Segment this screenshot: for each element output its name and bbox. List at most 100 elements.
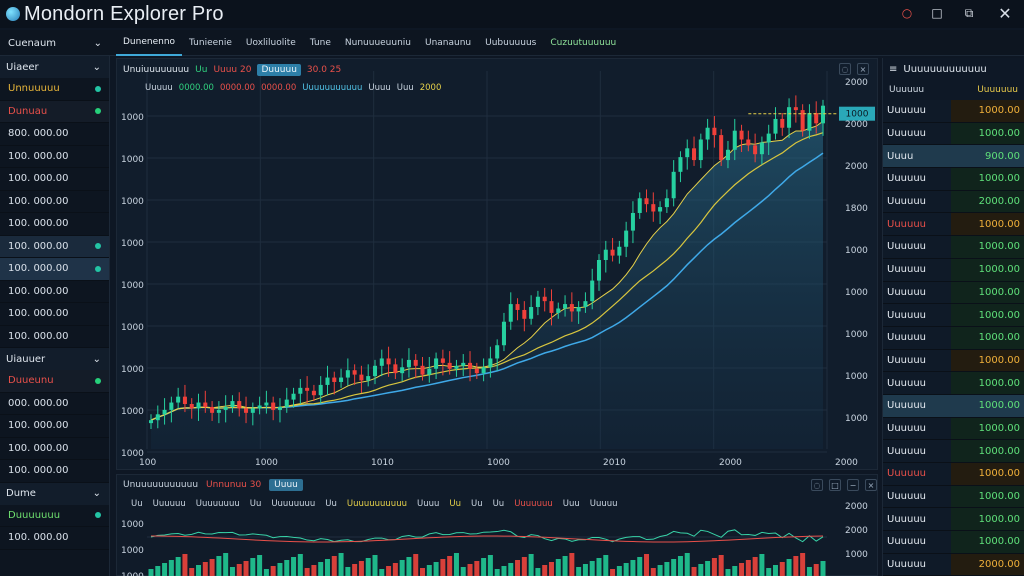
watchlist-row[interactable]: Uuuuuu 1000.00 <box>883 100 1024 123</box>
sidebar-item[interactable]: 100. 000.00 <box>0 168 109 191</box>
watchlist-price: 1000.00 <box>951 440 1024 462</box>
volume-bar <box>331 556 337 576</box>
indicator-value: Uuuuuuuuuuu <box>302 83 363 93</box>
sidebar-section[interactable]: Dume ⌄ <box>0 482 109 505</box>
panel-minimize-icon[interactable]: − <box>847 479 859 491</box>
sidebar-item[interactable]: 000. 000.00 <box>0 393 109 415</box>
tab-1[interactable]: Tunieenie <box>189 38 232 48</box>
indicator-badge[interactable]: Uuuu <box>269 479 303 491</box>
sidebar-item[interactable]: Unnuuuuu <box>0 78 109 101</box>
chevron-down-icon: ⌄ <box>92 488 101 499</box>
chevron-down-icon: ⌄ <box>92 61 101 73</box>
sidebar-section[interactable]: Uiauuer ⌄ <box>0 348 109 370</box>
watchlist-row[interactable]: Uuuuuu 1000.00 <box>883 440 1024 463</box>
watchlist-row[interactable]: Uuuuuu 1000.00 <box>883 394 1024 418</box>
panel-expand-icon[interactable]: □ <box>829 479 841 491</box>
sidebar-item[interactable]: 100. 000.00 <box>0 460 109 483</box>
sidebar-item[interactable]: Duueunu <box>0 370 109 393</box>
candle-body <box>766 133 771 143</box>
watchlist-row[interactable]: Uuuuuu 1000.00 <box>883 213 1024 237</box>
indicator-legend-item: Uuuuuuu <box>514 499 553 509</box>
tab-6[interactable]: Uubuuuuus <box>485 38 537 48</box>
watchlist-row[interactable]: Uuuuuu 1000.00 <box>883 236 1024 259</box>
watchlist-row[interactable]: Uuuuuu 1000.00 <box>883 122 1024 146</box>
watchlist-row[interactable]: Uuuuuu 1000.00 <box>883 531 1024 554</box>
candle-body <box>746 139 751 146</box>
candle-body <box>332 377 337 382</box>
candle-body <box>692 148 697 161</box>
tab-3[interactable]: Tune <box>309 38 331 48</box>
chart-close-icon[interactable]: × <box>857 63 869 75</box>
sidebar-item[interactable]: 100. 000.00 <box>0 303 109 326</box>
tab-7[interactable]: Cuzuutuuuuuu <box>550 38 617 48</box>
price-chart[interactable]: 1000100010001000100010001000100010001000… <box>117 59 879 471</box>
restore-button[interactable]: ⧉ <box>964 5 974 20</box>
sidebar-item[interactable]: 100. 000.00 <box>0 527 109 550</box>
sidebar-item[interactable]: 800. 000.00 <box>0 123 109 146</box>
watchlist-icon: ≡ <box>889 63 898 75</box>
volume-bar <box>392 563 398 576</box>
sidebar-item-label: 100. 000.00 <box>8 285 69 297</box>
chart-settings-icon[interactable]: ◌ <box>839 63 851 75</box>
close-button[interactable]: ✕ <box>998 3 1012 23</box>
sidebar-item[interactable]: 100. 000.00 <box>0 438 109 460</box>
watchlist-row[interactable]: Uuuuuu 2000.00 <box>883 190 1024 214</box>
minimize-button[interactable]: □ <box>931 6 943 20</box>
watchlist-symbol: Uuuu <box>883 145 951 168</box>
candle-body <box>169 402 174 410</box>
candle-body <box>318 384 323 396</box>
tab-5[interactable]: Unanaunu <box>425 38 472 48</box>
watchlist-row[interactable]: Uuuuuu 1000.00 <box>883 281 1024 305</box>
volume-bar <box>229 567 235 576</box>
watchlist-row[interactable]: Uuuuuu 1000.00 <box>883 417 1024 441</box>
watchlist-row[interactable]: Uuuuuu 1000.00 <box>883 463 1024 486</box>
watchlist-row[interactable]: Uuuuuu 1000.00 <box>883 372 1024 395</box>
indicator-legend-item: Uuuuuuuu <box>195 499 240 509</box>
panel-close-icon[interactable]: × <box>865 479 877 491</box>
watchlist-row[interactable]: Uuuuuu 1000.00 <box>883 508 1024 532</box>
sidebar-section[interactable]: Uiaeer ⌄ <box>0 56 109 78</box>
tab-4[interactable]: Nunuuueuuniu <box>344 38 411 48</box>
watchlist-price: 1000.00 <box>951 326 1024 349</box>
record-icon[interactable]: ○ <box>901 6 913 20</box>
sidebar-item[interactable]: Dunuau <box>0 100 109 123</box>
watchlist-row[interactable]: Uuuuuu 2000.00 <box>883 553 1024 576</box>
candle-body <box>454 365 459 369</box>
candle-body <box>698 139 703 161</box>
volume-bar <box>684 553 690 576</box>
watchlist-row[interactable]: Uuuuuu 1000.00 <box>883 349 1024 373</box>
candle-body <box>447 362 452 369</box>
sidebar-item[interactable]: 100. 000.00 <box>0 235 109 258</box>
chart-badge[interactable]: Duuuuu <box>257 64 301 76</box>
watchlist-row[interactable]: Uuuuuu 1000.00 <box>883 326 1024 350</box>
sidebar-item[interactable]: 100. 000.00 <box>0 258 109 281</box>
candle-body <box>569 304 574 312</box>
chart-pct: 30.0 25 <box>306 65 342 75</box>
sidebar-item[interactable]: Duuuuuuu <box>0 505 109 527</box>
sidebar-item[interactable]: 100. 000.00 <box>0 281 109 303</box>
sidebar-item[interactable]: 100. 000.00 <box>0 213 109 236</box>
watchlist-row[interactable]: Uuuuuu 1000.00 <box>883 485 1024 509</box>
watchlist-row[interactable]: Uuuuuu 1000.00 <box>883 258 1024 282</box>
volume-bar <box>806 567 812 576</box>
tab-2[interactable]: Uoxliluolite <box>245 38 296 48</box>
watchlist-price: 1000.00 <box>951 304 1024 326</box>
col-symbol[interactable]: Uuuuuu <box>889 85 925 95</box>
account-dropdown[interactable]: Cuenaum ⌄ <box>0 30 110 56</box>
watchlist-row[interactable]: Uuuu 900.00 <box>883 145 1024 169</box>
sidebar-item[interactable]: 100. 000.00 <box>0 191 109 213</box>
candle-body <box>719 135 724 161</box>
lower-y-tick-right: 2000 <box>845 526 868 536</box>
candle-body <box>210 406 215 413</box>
panel-settings-icon[interactable]: ◌ <box>811 479 823 491</box>
watchlist-row[interactable]: Uuuuuu 1000.00 <box>883 168 1024 191</box>
sidebar-item[interactable]: 100. 000.00 <box>0 415 109 438</box>
volume-chart[interactable]: 1000 1000 1000 2000 2000 1000 <box>117 475 879 576</box>
tab-0[interactable]: Dunenenno <box>116 30 183 56</box>
sidebar-item[interactable]: 100. 000.00 <box>0 326 109 348</box>
sidebar-item[interactable]: 100. 000.00 <box>0 146 109 168</box>
volume-bar <box>637 557 643 576</box>
watchlist-row[interactable]: Uuuuuu 1000.00 <box>883 304 1024 327</box>
col-price[interactable]: Uuuuuuu <box>977 85 1018 95</box>
indicator-red: Unnunuu 30 <box>206 480 262 490</box>
